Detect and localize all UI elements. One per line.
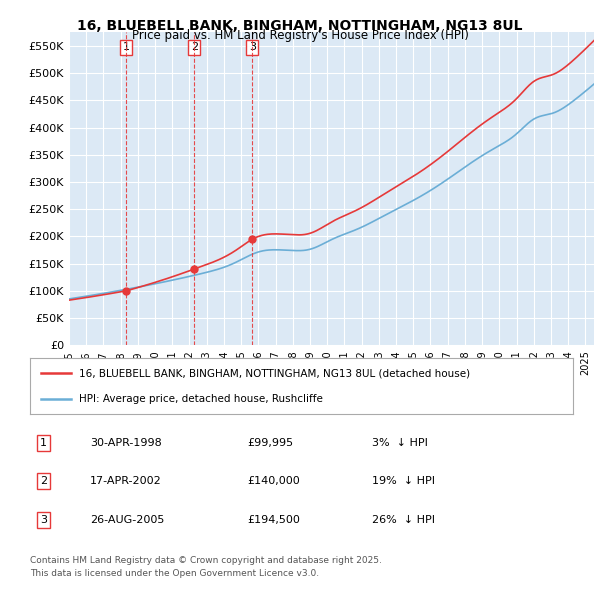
Text: Contains HM Land Registry data © Crown copyright and database right 2025.: Contains HM Land Registry data © Crown c… — [30, 556, 382, 565]
Text: This data is licensed under the Open Government Licence v3.0.: This data is licensed under the Open Gov… — [30, 569, 319, 578]
Text: 26%  ↓ HPI: 26% ↓ HPI — [372, 515, 435, 525]
Text: £99,995: £99,995 — [247, 438, 293, 448]
Text: Price paid vs. HM Land Registry's House Price Index (HPI): Price paid vs. HM Land Registry's House … — [131, 30, 469, 42]
Text: 2: 2 — [191, 42, 198, 52]
Text: 3%  ↓ HPI: 3% ↓ HPI — [372, 438, 428, 448]
Text: £140,000: £140,000 — [247, 476, 300, 486]
Text: 1: 1 — [123, 42, 130, 52]
Text: 16, BLUEBELL BANK, BINGHAM, NOTTINGHAM, NG13 8UL (detached house): 16, BLUEBELL BANK, BINGHAM, NOTTINGHAM, … — [79, 368, 470, 378]
Text: £194,500: £194,500 — [247, 515, 300, 525]
Text: 19%  ↓ HPI: 19% ↓ HPI — [372, 476, 435, 486]
Text: 1: 1 — [40, 438, 47, 448]
Text: 3: 3 — [40, 515, 47, 525]
Text: 16, BLUEBELL BANK, BINGHAM, NOTTINGHAM, NG13 8UL: 16, BLUEBELL BANK, BINGHAM, NOTTINGHAM, … — [77, 19, 523, 33]
Text: 26-AUG-2005: 26-AUG-2005 — [90, 515, 164, 525]
Text: 2: 2 — [40, 476, 47, 486]
Text: 17-APR-2002: 17-APR-2002 — [90, 476, 161, 486]
Text: 3: 3 — [249, 42, 256, 52]
Text: HPI: Average price, detached house, Rushcliffe: HPI: Average price, detached house, Rush… — [79, 394, 323, 404]
Text: 30-APR-1998: 30-APR-1998 — [90, 438, 161, 448]
